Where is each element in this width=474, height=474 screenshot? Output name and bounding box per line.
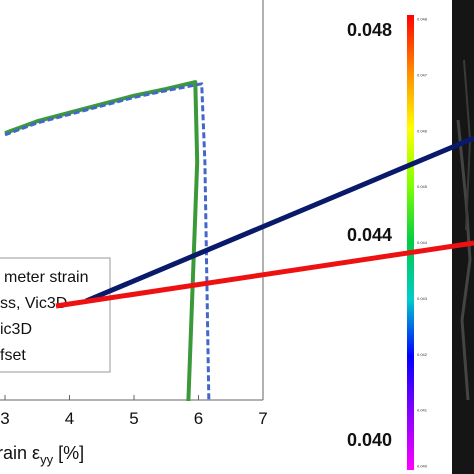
legend-box [0,257,111,373]
colorbar-tick-label: 0.046 [417,128,428,133]
pointer-line-dark-blue [85,135,474,304]
series-2-line [4,82,211,441]
specimen-image [452,0,474,474]
x-axis-title: train εyy [%] [0,443,84,467]
legend-entry: meter strain [4,269,88,286]
series-1-line [4,80,200,441]
plot-clip-mask [0,401,270,474]
colorbar-bar [407,15,414,470]
specimen-texture [456,119,472,401]
colorbar-tick-label: 0.045 [417,184,428,189]
colorbar-tick-label: 0.040 [417,464,428,469]
colorbar-tick-label: 0.041 [417,408,428,413]
colorbar-tick-label: 0.047 [417,72,428,77]
colorbar-tick-label: 0.048 [417,17,428,22]
colorbar-tick-label: 0.042 [417,352,428,357]
x-tick-label: 7 [258,409,267,428]
colorbar-label: 0.048 [347,20,392,40]
legend-entry: ic3D [0,321,32,338]
legend-entry: fset [0,347,26,364]
series-1 [4,80,200,441]
legend: meter strain ss, Vic3D ic3D fset [0,257,111,373]
pointer-lines [55,135,474,309]
colorbar: 0.048 0.044 0.040 0.048 0.047 0.046 0.045 0.044… [347,15,428,470]
x-axis: 3 4 5 6 7 train εyy [%] [0,395,268,467]
legend-entry: ss, Vic3D [0,295,67,312]
pointer-line-red [55,240,474,309]
series-2 [4,82,211,441]
colorbar-tick-label: 0.043 [417,296,428,301]
colorbar-label: 0.040 [347,430,392,450]
x-tick-label: 3 [0,409,9,428]
colorbar-tick-label: 0.044 [417,240,428,245]
x-tick-label: 4 [65,409,74,428]
colorbar-label: 0.044 [347,225,392,245]
plot-area [0,0,270,474]
x-tick-label: 6 [194,409,203,428]
specimen-image-strip [452,0,474,474]
x-tick-label: 5 [129,409,138,428]
